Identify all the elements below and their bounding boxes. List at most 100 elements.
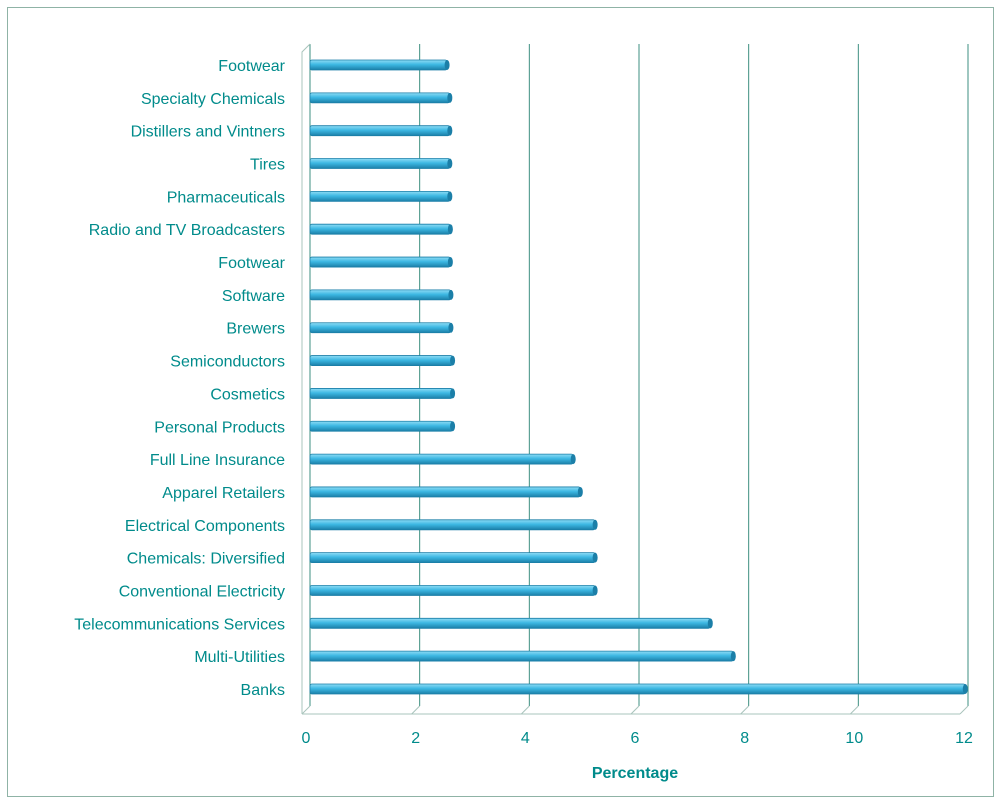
x-tick-label: 12 <box>955 730 973 747</box>
category-label: Brewers <box>226 321 285 338</box>
bar-body <box>309 552 596 564</box>
floor-line-10 <box>849 705 859 715</box>
bar-17 <box>309 585 598 596</box>
floor-line-0 <box>301 705 311 715</box>
floor-line-2 <box>411 705 421 715</box>
chart-frame <box>7 7 994 797</box>
bar-12 <box>309 420 456 432</box>
bar-end-cap <box>450 421 456 432</box>
bar-end-cap <box>444 60 450 70</box>
bar-body <box>309 585 596 596</box>
category-label: Semiconductors <box>170 354 285 371</box>
bar-end-cap <box>577 486 583 497</box>
bar-end-cap <box>592 552 598 563</box>
bar-16 <box>309 552 598 564</box>
bar-body <box>309 388 453 399</box>
category-label: Personal Products <box>154 419 285 436</box>
bar-11 <box>309 388 456 399</box>
bar-body <box>309 355 453 366</box>
bar-body <box>309 617 711 629</box>
bar-end-cap <box>447 158 453 169</box>
bar-body <box>309 59 448 71</box>
category-label: Radio and TV Broadcasters <box>89 222 285 239</box>
category-label: Full Line Insurance <box>150 452 285 469</box>
grid-layer <box>301 43 969 715</box>
bar-end-cap <box>707 618 713 629</box>
bar-5 <box>309 190 453 202</box>
category-label: Chemicals: Diversified <box>127 551 285 568</box>
bar-end-cap <box>448 322 454 333</box>
bar-body <box>309 223 451 235</box>
bar-4 <box>309 158 453 169</box>
bar-2 <box>309 92 453 104</box>
bar-body <box>309 92 451 104</box>
bar-14 <box>309 486 583 498</box>
category-label: Apparel Retailers <box>162 485 285 502</box>
category-label: Distillers and Vintners <box>131 124 285 141</box>
bar-10 <box>309 355 456 366</box>
category-label: Footwear <box>218 255 285 272</box>
category-label: Footwear <box>218 58 285 75</box>
bar-body <box>309 453 574 465</box>
x-tick-label: 2 <box>411 730 420 747</box>
bar-18 <box>309 617 713 629</box>
bar-body <box>309 289 452 301</box>
category-label: Banks <box>241 682 285 699</box>
bar-end-cap <box>570 454 576 465</box>
x-tick-label: 10 <box>845 730 863 747</box>
floor-line-8 <box>740 705 750 715</box>
bar-7 <box>309 256 453 268</box>
category-label: Software <box>222 288 285 305</box>
bar-body <box>309 158 451 169</box>
category-label: Telecommunications Services <box>74 616 285 633</box>
bar-19 <box>309 650 736 662</box>
bar-3 <box>309 125 453 137</box>
bar-body <box>309 125 451 137</box>
bar-20 <box>309 683 968 695</box>
bar-end-cap <box>592 519 598 530</box>
bar-body <box>309 190 451 202</box>
x-tick-label: 0 <box>302 730 311 747</box>
bar-end-cap <box>592 585 598 596</box>
bar-end-cap <box>730 651 736 662</box>
category-label: Specialty Chemicals <box>141 91 285 108</box>
x-axis-title: Percentage <box>592 765 678 782</box>
bar-9 <box>309 322 454 334</box>
bar-end-cap <box>447 224 453 235</box>
bar-1 <box>309 59 450 71</box>
bar-end-cap <box>447 191 453 202</box>
floor-line-4 <box>520 705 530 715</box>
bar-8 <box>309 289 454 301</box>
floor-line-6 <box>630 705 640 715</box>
bar-end-cap <box>450 355 456 366</box>
x-tick-label: 6 <box>631 730 640 747</box>
category-labels: Footwear Specialty Chemicals Distillers an… <box>74 58 285 699</box>
category-label: Tires <box>250 157 285 174</box>
bar-body <box>309 322 452 334</box>
x-tick-label: 4 <box>521 730 530 747</box>
bar-body <box>309 519 596 531</box>
bar-end-cap <box>447 92 453 103</box>
bar-body <box>309 256 451 268</box>
bar-body <box>309 486 581 498</box>
x-tick-labels: 0 2 4 6 8 10 12 <box>302 730 973 747</box>
category-label: Conventional Electricity <box>119 583 285 600</box>
category-label: Electrical Components <box>125 518 285 535</box>
bar-13 <box>309 453 576 465</box>
floor-line-12 <box>959 705 969 715</box>
bar-6 <box>309 223 453 235</box>
bar-body <box>309 420 453 432</box>
category-label: Pharmaceuticals <box>167 189 285 206</box>
side-wall <box>301 43 311 714</box>
x-tick-label: 8 <box>740 730 749 747</box>
bar-end-cap <box>447 257 453 268</box>
bar-end-cap <box>450 388 456 399</box>
category-label: Multi-Utilities <box>194 649 285 666</box>
bar-end-cap <box>962 684 968 694</box>
bar-15 <box>309 519 598 531</box>
bar-body <box>309 683 966 695</box>
bar-end-cap <box>447 125 453 136</box>
bar-layer <box>309 59 968 695</box>
bar-end-cap <box>448 289 454 300</box>
